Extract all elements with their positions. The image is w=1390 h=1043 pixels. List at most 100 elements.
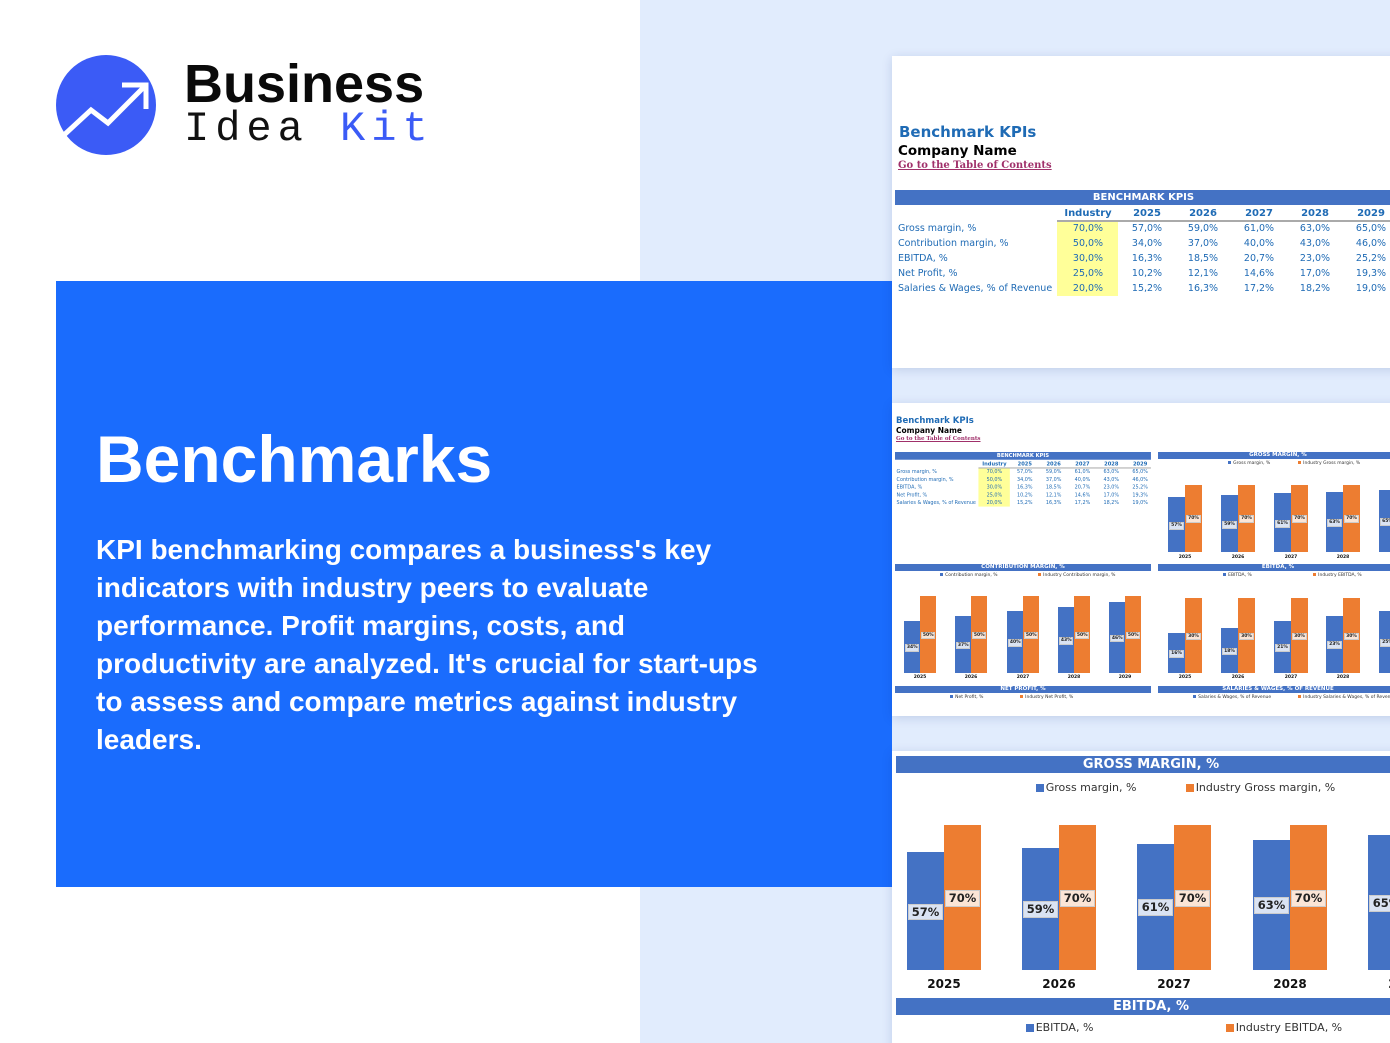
table-cell: 18,5% [1045,484,1062,491]
year-label: 2027 [1284,675,1298,680]
year-label: 2029 [1380,977,1390,991]
legend-swatch [1313,573,1317,577]
year-label: 2028 [1336,675,1350,680]
table-cell: 34,0% [1131,238,1163,249]
industry-highlight [1057,221,1118,296]
data-label: 65% [1380,517,1390,526]
trend-up-arrow-icon [56,55,156,155]
table-cell: 16,3% [1187,283,1219,294]
table-cell: 61,0% [1074,468,1091,475]
screenshot-kpi-table: Benchmark KPIs Company Name Go to the Ta… [892,56,1390,368]
table-cell: 16,3% [1131,253,1163,264]
legend-swatch [1026,1024,1034,1032]
data-label: 40% [1008,639,1022,648]
table-cell: 46,0% [1355,238,1387,249]
data-label: 61% [1275,519,1290,528]
year-label: 2028 [1067,675,1081,680]
salaries-chart-mini: SALARIES & WAGES, % OF REVENUE Salaries &… [1158,686,1390,716]
contribution-margin-chart-mini: CONTRIBUTION MARGIN, % Contribution margi… [895,564,1151,684]
table-cell: 19,3% [1132,492,1148,498]
table-cell: 37,0% [1187,238,1219,249]
table-cell: 23,0% [1103,484,1120,491]
legend-label: Industry Contribution margin, % [1043,573,1116,579]
legend-swatch [1226,1024,1234,1032]
legend-swatch [1228,461,1232,465]
table-cell: 65,0% [1355,223,1387,234]
table-cell: 18,2% [1103,499,1120,506]
data-label: 50% [921,631,935,640]
chart-header: GROSS MARGIN, % [896,756,1390,773]
table-cell: 17,2% [1074,499,1091,506]
data-label: 30% [1344,632,1359,641]
data-label: 50% [1024,631,1038,640]
legend-label: Industry Gross margin, % [1195,781,1336,794]
data-label: 21% [1275,643,1290,652]
column-header: 2029 [1357,208,1385,219]
table-cell: 63,0% [1299,223,1331,234]
company-name: Company Name [898,143,1017,159]
table-cell: 59,0% [1187,223,1219,234]
year-label: 2025 [913,675,927,680]
table-cell: 18,5% [1187,253,1219,264]
legend-label: Industry Gross margin, % [1303,461,1361,467]
table-cell: 61,0% [1243,223,1275,234]
year-label: 2029 [1371,555,1390,560]
data-label: 57% [908,903,943,921]
gross-margin-chart: GROSS MARGIN, % Gross margin, % Industry G… [896,756,1390,996]
data-label: 50% [1126,631,1140,640]
legend-swatch [1186,784,1194,792]
year-label: 2025 [927,977,961,991]
row-label: Contribution margin, % [898,238,1009,249]
row-label: Salaries & Wages, % of Revenue [896,499,976,506]
data-label: 18% [1222,647,1237,656]
table-cell: 17,0% [1103,492,1120,498]
table-header-bar: BENCHMARK KPIS [895,452,1151,460]
table-cell: 65,0% [1132,468,1148,475]
data-label: 57% [1169,521,1184,530]
legend-label: Contribution margin, % [945,573,998,579]
toc-link[interactable]: Go to the Table of Contents [896,436,981,442]
legend-item: Industry Contribution margin, % [1038,573,1115,578]
column-header: 2026 [1046,461,1061,467]
toc-link[interactable]: Go to the Table of Contents [898,160,1052,171]
logo: Business Idea Kit [56,54,436,157]
year-label: 2027 [1016,675,1030,680]
year-label: 2028 [1273,977,1307,991]
legend-label: Gross margin, % [1045,781,1137,794]
logo-word-kit: Kit [340,105,434,153]
data-label: 63% [1254,897,1289,915]
column-header: 2028 [1301,208,1329,219]
table-cell: 17,0% [1299,268,1331,279]
table-cell: 43,0% [1103,476,1120,483]
legend-item: Industry EBITDA, % [1313,573,1362,578]
table-cell: 59,0% [1045,468,1062,475]
row-label: EBITDA, % [898,253,948,264]
chart-header: CONTRIBUTION MARGIN, % [895,564,1151,571]
ebitda-chart: EBITDA, % EBITDA, % Industry EBITDA, % [896,998,1390,1043]
table-cell: 46,0% [1132,476,1148,483]
data-label: 70% [1344,515,1359,524]
legend-swatch [1298,695,1302,699]
legend-item: Net Profit, % [950,695,983,700]
legend-swatch [1298,461,1302,465]
data-label: 30% [1292,632,1307,641]
data-label: 59% [1222,520,1237,529]
table-cell: 18,2% [1299,283,1331,294]
data-label: 63% [1327,518,1342,527]
year-label: 2026 [1042,977,1076,991]
legend-item: Industry Gross margin, % [1186,781,1335,794]
legend-item: Salaries & Wages, % of Revenue [1193,695,1271,700]
row-label: Gross margin, % [898,223,977,234]
data-label: 65% [1369,895,1390,913]
legend-item: Industry Net Profit, % [1020,695,1073,700]
sheet-title: Benchmark KPIs [896,416,974,426]
legend-label: EBITDA, % [1035,1021,1094,1034]
year-label: 2029 [1371,675,1390,680]
legend-label: EBITDA, % [1228,573,1252,579]
table-cell: 43,0% [1299,238,1331,249]
table-cell: 57,0% [1131,223,1163,234]
data-label: 46% [1110,634,1124,643]
row-label: Gross margin, % [896,468,937,475]
data-label: 70% [1292,515,1307,524]
header-underline [978,467,1151,469]
